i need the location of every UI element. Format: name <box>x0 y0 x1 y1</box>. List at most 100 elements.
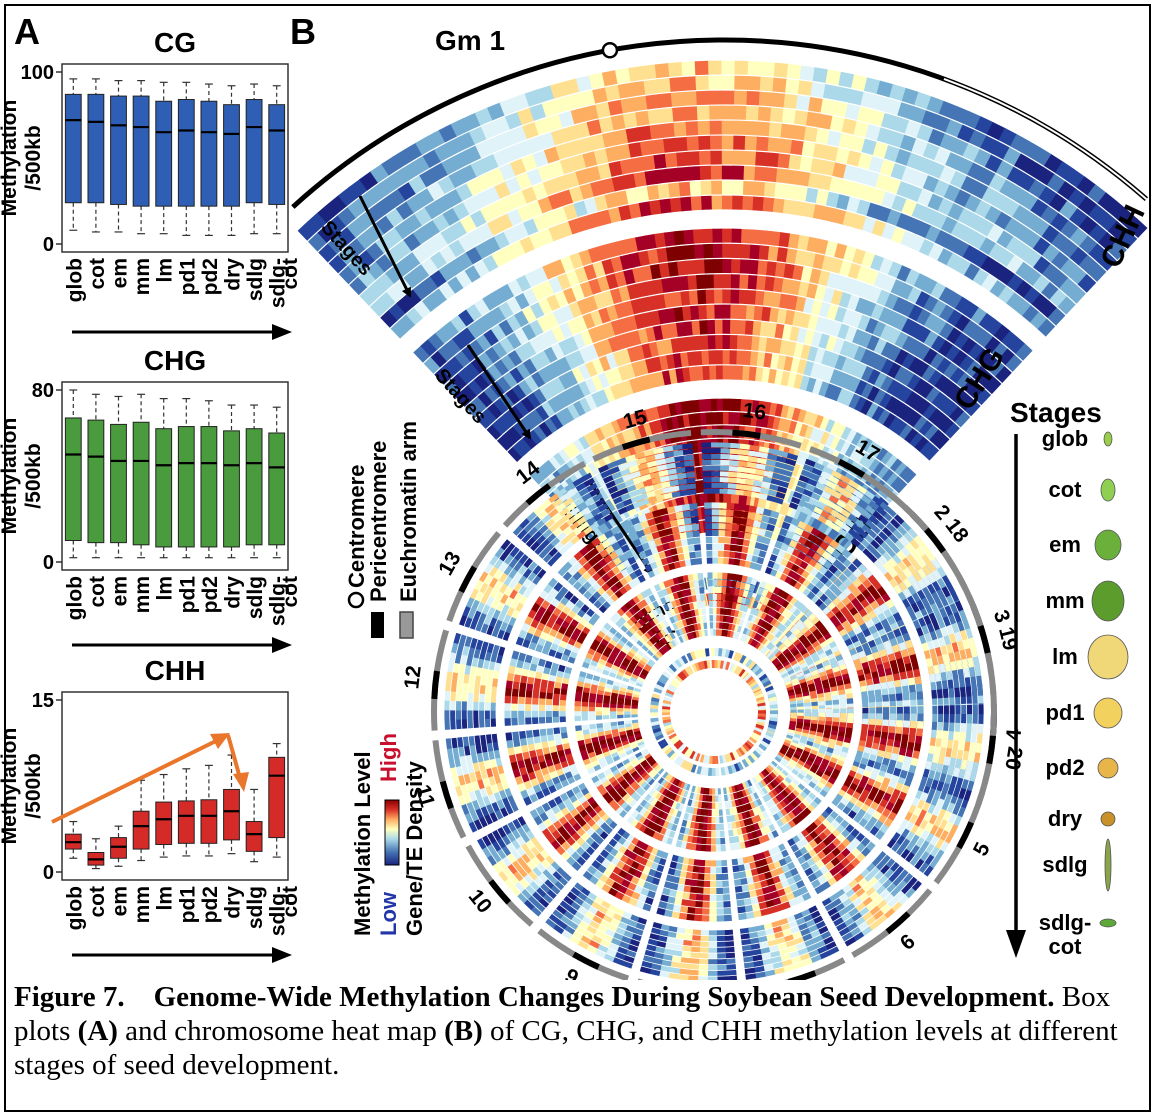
box-pd2 <box>200 426 218 548</box>
heat-cell <box>769 107 785 123</box>
heat-cell <box>601 70 619 87</box>
heat-cell <box>834 354 847 371</box>
ring-cell <box>761 952 772 960</box>
ring-cell <box>659 965 671 973</box>
heat-cell <box>784 184 799 200</box>
ring-cell <box>715 860 722 867</box>
heat-cell <box>800 452 810 467</box>
heat-cell <box>929 352 946 370</box>
y-axis-label: Methylation/500kb <box>0 728 45 845</box>
heat-cell <box>434 367 451 385</box>
heat-cell <box>823 525 834 538</box>
heat-cell <box>467 379 484 396</box>
heat-cell <box>420 338 438 357</box>
heat-cell <box>846 150 863 167</box>
heat-cell <box>748 366 758 382</box>
heat-cell <box>1068 266 1088 286</box>
heat-cell <box>795 185 809 202</box>
heat-cell <box>916 326 932 344</box>
ring-cell <box>697 970 709 976</box>
heat-cell <box>668 322 679 338</box>
ring-cell <box>731 858 739 866</box>
heat-cell <box>412 263 430 282</box>
heat-cell <box>649 263 662 280</box>
heat-cell <box>863 77 882 95</box>
heat-cell <box>759 76 775 92</box>
heat-cell <box>568 186 585 203</box>
heat-cell <box>711 492 717 506</box>
ring-cell <box>686 913 695 921</box>
heat-cell <box>442 320 460 338</box>
heat-cell <box>903 470 917 484</box>
heat-cell <box>663 292 675 308</box>
heat-cell <box>740 399 748 412</box>
heat-cell <box>742 180 756 196</box>
heat-cell <box>916 399 932 416</box>
heat-cell <box>871 405 885 422</box>
track-cell <box>703 594 708 607</box>
ring-cell <box>711 788 716 795</box>
heat-cell <box>447 276 465 294</box>
heat-cell <box>890 279 906 297</box>
ring-cell <box>711 809 716 817</box>
heat-cell <box>629 547 640 560</box>
heat-cell <box>972 268 990 287</box>
heat-cell <box>365 241 385 261</box>
heat-cell <box>732 195 744 210</box>
heat-cell <box>722 289 732 304</box>
heat-cell <box>527 135 545 154</box>
box-pd1 <box>177 426 195 548</box>
heat-cell <box>728 398 736 412</box>
heat-cell <box>604 192 620 209</box>
heat-cell <box>674 401 683 415</box>
box-dry <box>223 788 240 841</box>
heat-cell <box>1051 251 1070 271</box>
heat-cell <box>791 463 801 477</box>
heat-cell <box>638 250 651 267</box>
ring-cell <box>652 957 663 965</box>
heat-cell <box>622 112 639 129</box>
heat-cell <box>346 237 367 258</box>
heat-cell <box>1067 285 1086 304</box>
track-cell <box>705 577 709 590</box>
heat-cell <box>765 337 776 353</box>
heat-cell <box>668 61 684 77</box>
heat-cell <box>689 181 702 196</box>
heat-cell <box>699 165 713 180</box>
heat-cell <box>778 515 787 529</box>
heat-cell <box>800 438 810 452</box>
x-tick-label: em <box>109 886 132 916</box>
heat-cell <box>931 317 948 335</box>
box-mm <box>132 95 150 207</box>
ring-cell <box>698 953 709 959</box>
plot-frame <box>61 63 289 253</box>
heat-cell <box>687 351 697 367</box>
heat-cell <box>713 259 724 274</box>
heat-cell <box>356 249 376 269</box>
heat-cell <box>736 350 745 365</box>
heat-cell <box>744 136 759 151</box>
box-dry <box>223 104 240 207</box>
ring-cell <box>720 844 726 852</box>
heat-cell <box>721 90 736 105</box>
heat-cell <box>543 346 559 363</box>
heat-cell <box>722 350 731 365</box>
x-tick-label: pd2 <box>199 258 222 295</box>
heat-cell <box>714 304 724 319</box>
heat-cell <box>739 274 750 289</box>
ring-cell <box>710 831 716 838</box>
ring-cell <box>744 904 753 913</box>
heat-cell <box>622 379 634 396</box>
ring-cell <box>681 951 691 958</box>
heat-cell <box>642 311 654 328</box>
heat-cell <box>572 383 586 400</box>
heat-cell <box>746 290 757 305</box>
ring-cell <box>690 952 700 959</box>
heat-cell <box>533 425 548 441</box>
heat-cell <box>849 311 864 329</box>
heat-cell <box>678 275 690 291</box>
heat-cell <box>464 264 482 283</box>
x-tick-label: sdlg- <box>267 886 290 936</box>
heat-cell <box>457 367 474 385</box>
heat-cell <box>496 435 513 451</box>
